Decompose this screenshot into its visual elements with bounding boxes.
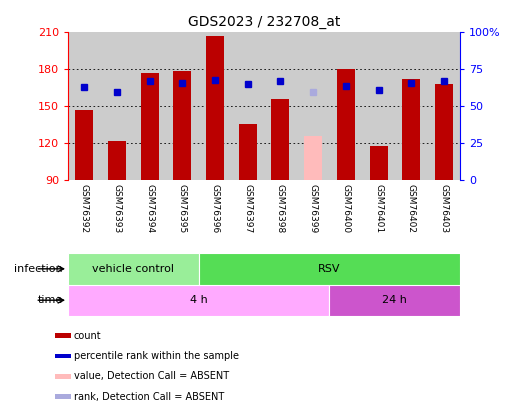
Bar bbox=[271, 99, 289, 180]
Bar bbox=[370, 146, 388, 180]
Text: count: count bbox=[74, 330, 101, 341]
Title: GDS2023 / 232708_at: GDS2023 / 232708_at bbox=[188, 15, 340, 29]
Text: 24 h: 24 h bbox=[382, 295, 407, 305]
Text: GSM76397: GSM76397 bbox=[243, 184, 252, 233]
Text: GSM76395: GSM76395 bbox=[178, 184, 187, 233]
Bar bbox=[68, 253, 199, 285]
Text: GSM76394: GSM76394 bbox=[145, 184, 154, 233]
Text: GSM76401: GSM76401 bbox=[374, 184, 383, 233]
Bar bbox=[329, 285, 460, 316]
Text: RSV: RSV bbox=[318, 264, 341, 274]
Bar bbox=[55, 394, 71, 399]
Text: vehicle control: vehicle control bbox=[93, 264, 174, 274]
Bar bbox=[141, 73, 158, 180]
Bar bbox=[199, 253, 460, 285]
Bar bbox=[206, 36, 224, 180]
Text: GSM76392: GSM76392 bbox=[80, 184, 89, 233]
Text: GSM76396: GSM76396 bbox=[211, 184, 220, 233]
Bar bbox=[75, 110, 93, 180]
Bar bbox=[435, 84, 453, 180]
Text: time: time bbox=[38, 295, 63, 305]
Bar bbox=[55, 374, 71, 379]
Bar bbox=[55, 354, 71, 358]
Text: percentile rank within the sample: percentile rank within the sample bbox=[74, 351, 239, 361]
Text: GSM76399: GSM76399 bbox=[309, 184, 317, 233]
Text: GSM76393: GSM76393 bbox=[112, 184, 121, 233]
Bar bbox=[55, 333, 71, 338]
Text: GSM76402: GSM76402 bbox=[407, 184, 416, 233]
Text: GSM76400: GSM76400 bbox=[342, 184, 350, 233]
Text: 4 h: 4 h bbox=[190, 295, 208, 305]
Text: rank, Detection Call = ABSENT: rank, Detection Call = ABSENT bbox=[74, 392, 224, 402]
Bar bbox=[239, 124, 257, 180]
Text: GSM76403: GSM76403 bbox=[439, 184, 448, 233]
Text: infection: infection bbox=[14, 264, 63, 274]
Bar bbox=[174, 70, 191, 180]
Bar bbox=[337, 69, 355, 180]
Bar bbox=[68, 285, 329, 316]
Bar bbox=[108, 141, 126, 180]
Bar bbox=[304, 136, 322, 180]
Text: value, Detection Call = ABSENT: value, Detection Call = ABSENT bbox=[74, 371, 229, 382]
Bar bbox=[402, 79, 420, 180]
Text: GSM76398: GSM76398 bbox=[276, 184, 285, 233]
